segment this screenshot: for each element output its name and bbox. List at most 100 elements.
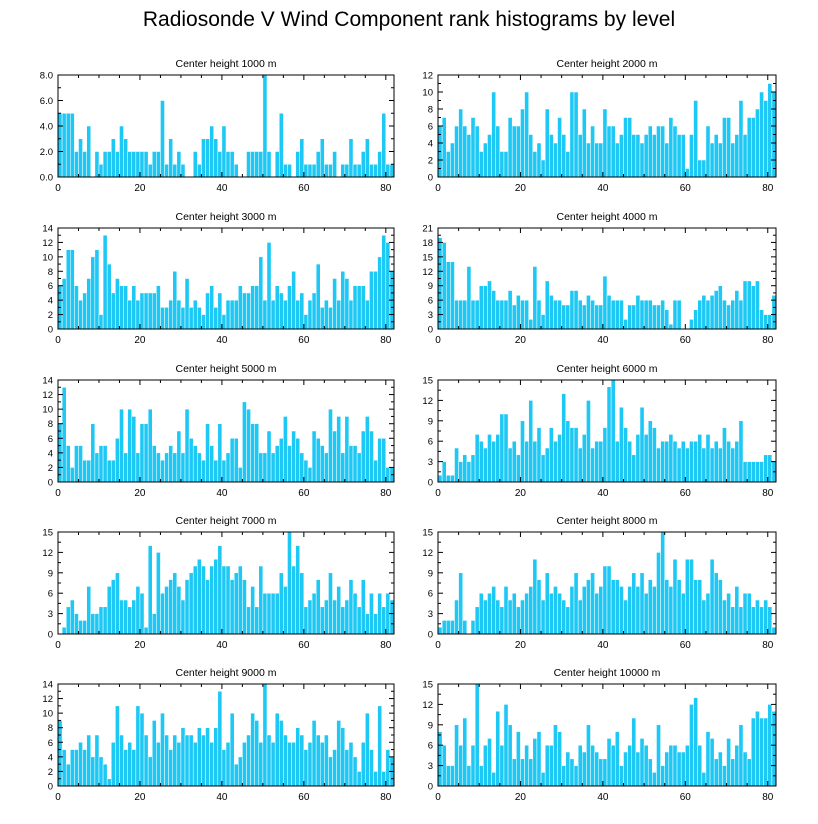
bar bbox=[437, 474, 443, 483]
bar bbox=[365, 138, 370, 178]
bar bbox=[532, 266, 538, 330]
bar bbox=[635, 434, 641, 483]
bar bbox=[287, 445, 292, 483]
bar bbox=[705, 592, 711, 635]
y-tick-label: 14 bbox=[42, 680, 53, 691]
bar bbox=[233, 299, 239, 330]
bar bbox=[176, 299, 182, 330]
bar bbox=[131, 416, 137, 483]
bar bbox=[262, 74, 268, 178]
bar bbox=[188, 572, 194, 635]
bar bbox=[188, 438, 194, 483]
bar bbox=[57, 720, 63, 787]
y-tick-label: 3 bbox=[428, 609, 433, 620]
bar bbox=[319, 445, 325, 483]
bar bbox=[254, 606, 260, 635]
bar bbox=[176, 742, 182, 787]
bar bbox=[631, 304, 637, 330]
x-tick-label: 0 bbox=[435, 792, 441, 803]
bar bbox=[233, 763, 239, 787]
bar bbox=[676, 751, 682, 787]
bar bbox=[266, 151, 272, 178]
bar bbox=[156, 552, 161, 635]
bar bbox=[540, 599, 546, 635]
bar bbox=[221, 459, 227, 483]
bar bbox=[647, 299, 653, 330]
bar bbox=[549, 295, 554, 330]
bar bbox=[324, 164, 329, 178]
bar bbox=[771, 626, 777, 635]
bar bbox=[332, 749, 337, 787]
bar bbox=[225, 151, 231, 178]
bar bbox=[734, 290, 740, 330]
bar bbox=[184, 579, 190, 635]
bar bbox=[295, 545, 301, 635]
bar bbox=[639, 738, 645, 787]
bar bbox=[577, 599, 583, 635]
bar bbox=[672, 125, 678, 178]
bar bbox=[197, 164, 202, 178]
bar bbox=[516, 295, 521, 330]
bar bbox=[360, 151, 366, 178]
chart-panel-3: Center height 3000 m 0 20 40 60 80 0 2 4 6 8 10 12 14 bbox=[42, 211, 395, 346]
panel-title: Center height 6000 m bbox=[557, 363, 658, 375]
bar bbox=[474, 125, 480, 178]
bar bbox=[759, 309, 764, 330]
y-tick-label: 0 bbox=[48, 630, 53, 641]
bar bbox=[270, 299, 276, 330]
bar bbox=[763, 717, 769, 787]
bar bbox=[303, 459, 309, 483]
bar bbox=[709, 295, 715, 330]
bar bbox=[623, 117, 628, 178]
bar bbox=[332, 151, 337, 178]
x-tick-label: 60 bbox=[298, 488, 310, 499]
bar bbox=[528, 319, 534, 330]
bar bbox=[734, 134, 740, 178]
bar bbox=[668, 117, 674, 178]
bar bbox=[344, 278, 350, 330]
x-tick-label: 80 bbox=[762, 488, 774, 499]
bar bbox=[767, 606, 773, 635]
bar bbox=[340, 452, 346, 483]
bar bbox=[389, 599, 395, 635]
bar bbox=[102, 763, 108, 787]
bar bbox=[90, 256, 96, 330]
bar bbox=[86, 125, 92, 178]
bar bbox=[586, 579, 591, 635]
bar bbox=[315, 734, 321, 787]
x-tick-label: 40 bbox=[597, 640, 609, 651]
bar bbox=[86, 459, 92, 483]
bar bbox=[672, 299, 678, 330]
panel-title: Center height 2000 m bbox=[557, 58, 658, 70]
bar bbox=[672, 744, 678, 787]
bar bbox=[184, 408, 190, 483]
x-tick-label: 80 bbox=[380, 335, 392, 346]
y-tick-label: 21 bbox=[422, 224, 433, 235]
bar bbox=[437, 731, 443, 787]
bar bbox=[610, 744, 616, 787]
bar bbox=[176, 430, 182, 483]
bar bbox=[507, 117, 513, 178]
y-tick-label: 4 bbox=[48, 448, 53, 459]
x-tick-label: 0 bbox=[435, 488, 441, 499]
bar bbox=[225, 565, 231, 635]
bar bbox=[377, 705, 382, 787]
bar bbox=[356, 606, 362, 635]
bar bbox=[499, 299, 505, 330]
bar bbox=[507, 599, 513, 635]
bar bbox=[693, 579, 698, 635]
bar bbox=[156, 452, 161, 483]
bar bbox=[746, 117, 752, 178]
bar bbox=[627, 440, 632, 483]
bar bbox=[454, 299, 459, 330]
bar bbox=[450, 142, 455, 178]
bar bbox=[656, 304, 661, 330]
y-tick-label: 0 bbox=[428, 630, 433, 641]
bar bbox=[701, 295, 707, 330]
chart-panel-8: Center height 8000 m 0 20 40 60 80 0 3 6 9 12 15 bbox=[422, 515, 777, 651]
bar bbox=[119, 599, 124, 635]
y-tick-label: 9 bbox=[48, 568, 53, 579]
bar bbox=[283, 586, 288, 635]
bar bbox=[557, 117, 562, 178]
bar bbox=[381, 113, 387, 178]
